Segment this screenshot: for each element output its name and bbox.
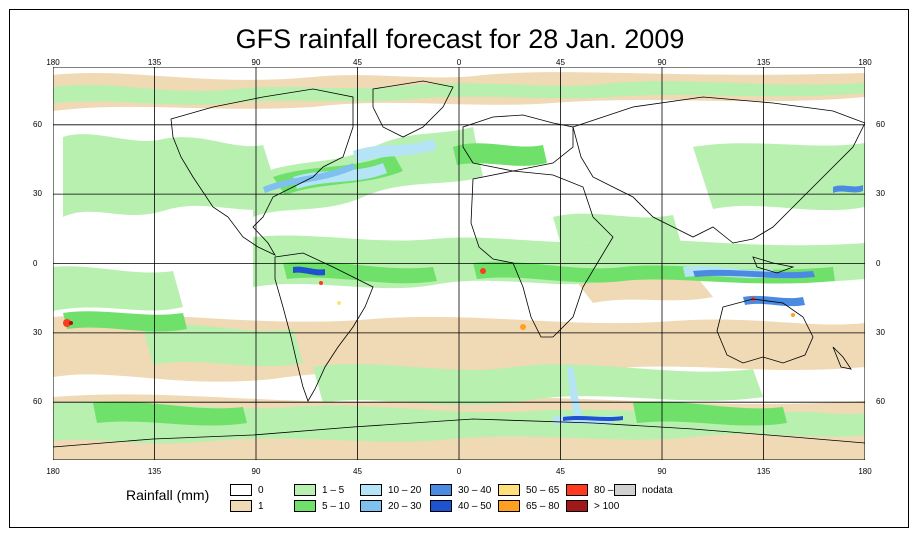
rainfall-map	[53, 67, 865, 460]
legend-item: 1 – 5	[294, 483, 344, 497]
longitude-tick-label: 135	[756, 467, 771, 476]
legend-swatch	[566, 484, 588, 496]
legend-item: 0	[230, 483, 264, 497]
longitude-tick-label: 45	[556, 58, 565, 67]
legend-swatch	[498, 484, 520, 496]
legend-swatch	[230, 500, 252, 512]
legend-label: 80 – 100	[594, 484, 633, 496]
legend-label: 65 – 80	[526, 500, 560, 512]
longitude-tick-label: 45	[353, 58, 362, 67]
legend-swatch	[360, 484, 382, 496]
longitude-tick-label: 90	[251, 58, 261, 67]
longitude-tick-label: 180	[46, 58, 60, 67]
legend-label: 5 – 10	[322, 500, 350, 512]
latitude-tick-label: 30	[876, 189, 885, 199]
legend-item: 5 – 10	[294, 499, 350, 513]
legend-item: 65 – 80	[498, 499, 559, 513]
legend-label: 40 – 50	[458, 500, 492, 512]
legend-label: 0	[258, 484, 264, 496]
longitude-tick-label: 90	[251, 467, 261, 476]
legend-item: 80 – 100	[566, 483, 633, 497]
legend-swatch	[566, 500, 588, 512]
coastlines	[53, 80, 865, 448]
legend-label: 1	[258, 500, 264, 512]
latitude-tick-label: 30	[33, 327, 42, 337]
legend-label: 30 – 40	[458, 484, 492, 496]
latitude-tick-label: 30	[876, 327, 885, 337]
map-title: GFS rainfall forecast for 28 Jan. 2009	[235, 24, 685, 54]
legend-item: 20 – 30	[360, 499, 421, 513]
legend-swatch	[360, 500, 382, 512]
longitude-tick-label: 180	[858, 58, 872, 67]
longitude-tick-label: 45	[353, 467, 362, 476]
legend-item: 10 – 20	[360, 483, 421, 497]
legend-item: > 100	[566, 499, 619, 513]
legend-label: 10 – 20	[388, 484, 422, 496]
legend-item: 50 – 65	[498, 483, 559, 497]
legend-swatch	[230, 484, 252, 496]
graticule	[53, 67, 865, 460]
longitude-tick-label: 180	[46, 467, 60, 476]
longitude-tick-label: 0	[456, 58, 462, 67]
longitude-tick-label: 135	[756, 58, 771, 67]
figure-frame	[9, 9, 909, 528]
latitude-tick-label: 30	[33, 189, 42, 199]
legend-swatch	[294, 484, 316, 496]
latitude-tick-label: 60	[876, 119, 885, 129]
legend-swatch	[430, 500, 452, 512]
legend-item: 1	[230, 499, 264, 513]
legend-title: Rainfall (mm)	[126, 487, 210, 503]
latitude-tick-label: 60	[33, 397, 42, 407]
legend-swatch	[430, 484, 452, 496]
latitude-tick-label: 60	[876, 397, 885, 407]
longitude-tick-label: 45	[556, 467, 565, 476]
latitude-tick-label: 0	[33, 258, 38, 268]
longitude-tick-label: 135	[147, 467, 162, 476]
legend-label: 1 – 5	[322, 484, 345, 496]
longitude-tick-label: 180	[858, 467, 872, 476]
legend-label: nodata	[642, 484, 673, 496]
longitude-tick-label: 135	[147, 58, 162, 67]
legend-swatch	[614, 484, 636, 496]
legend-label: 20 – 30	[388, 500, 422, 512]
longitude-tick-label: 0	[456, 467, 462, 476]
legend-label: 50 – 65	[526, 484, 560, 496]
longitude-tick-label: 90	[657, 467, 667, 476]
legend-item: nodata	[614, 483, 673, 497]
legend-label: > 100	[594, 500, 620, 512]
longitude-tick-label: 90	[657, 58, 667, 67]
legend-item: 30 – 40	[430, 483, 491, 497]
legend-swatch	[294, 500, 316, 512]
latitude-tick-label: 60	[33, 119, 42, 129]
legend-swatch	[498, 500, 520, 512]
latitude-tick-label: 0	[876, 258, 881, 268]
legend-item: 40 – 50	[430, 499, 491, 513]
